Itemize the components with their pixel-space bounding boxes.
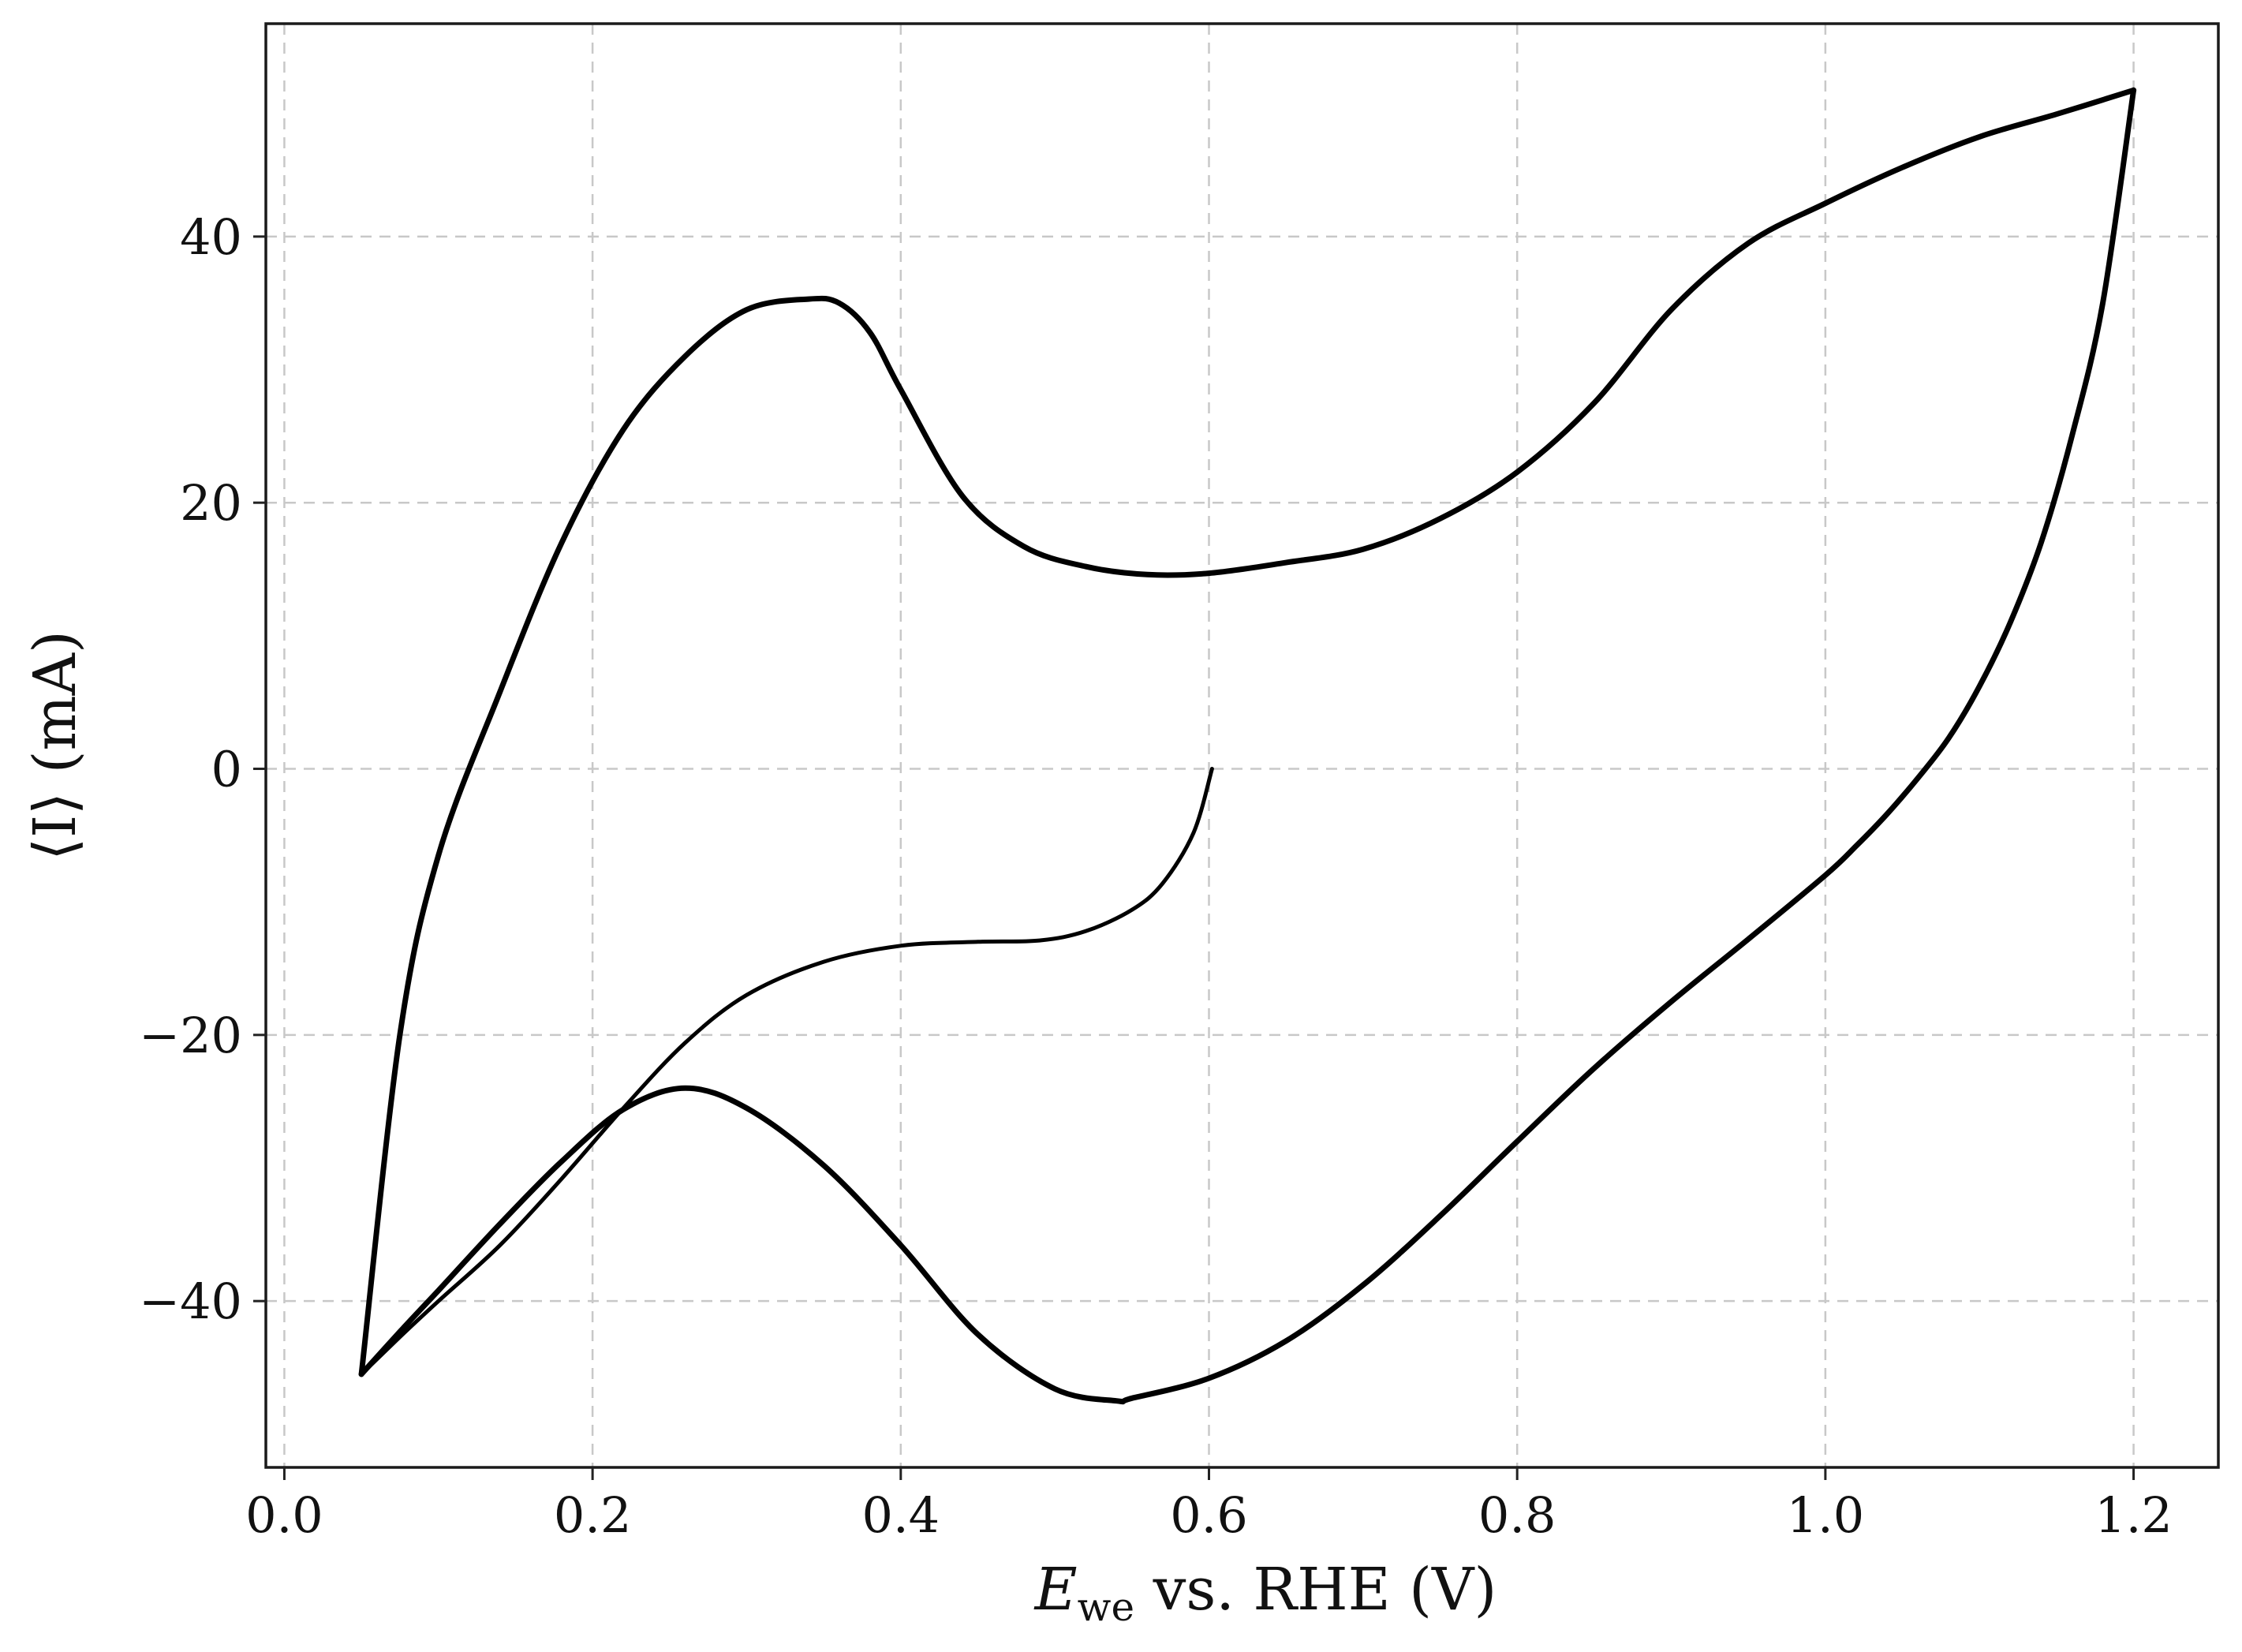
grid	[266, 24, 2218, 1467]
x-axis-label: Ewe vs. RHE (V)	[1033, 1556, 1497, 1630]
series-2-line	[358, 87, 2137, 1377]
x-tick-label: 1.2	[2094, 1486, 2173, 1544]
series-layer	[358, 87, 2137, 1405]
x-tick-label: 1.0	[1787, 1486, 1865, 1544]
x-axis-label-main: E	[1033, 1556, 1078, 1624]
x-tick-label: 0.4	[862, 1486, 940, 1544]
plot-frame	[264, 22, 2220, 1469]
y-tick-label: −20	[139, 1007, 242, 1064]
tick-labels: 0.0 0.2 0.4 0.6 0.8 1.0 1.2 −40 −20 0 20 40	[139, 208, 2173, 1544]
series-1-line	[359, 767, 1214, 1377]
x-tick-label: 0.8	[1478, 1486, 1556, 1544]
y-tick-label: 0	[211, 741, 242, 798]
y-tick-label: 40	[180, 208, 242, 266]
x-axis-label-rest: vs. RHE (V)	[1134, 1556, 1497, 1624]
x-tick-label: 0.2	[554, 1486, 632, 1544]
x-tick-label: 0.0	[245, 1486, 323, 1544]
x-axis-label-subscript: we	[1078, 1584, 1134, 1630]
y-tick-label: −40	[139, 1273, 242, 1330]
y-tick-label: 20	[180, 474, 242, 532]
y-axis-label: ⟨I⟩ (mA)	[21, 630, 89, 861]
ticks	[253, 235, 2136, 1480]
x-tick-label: 0.6	[1170, 1486, 1248, 1544]
series-3-line	[358, 87, 2137, 1405]
